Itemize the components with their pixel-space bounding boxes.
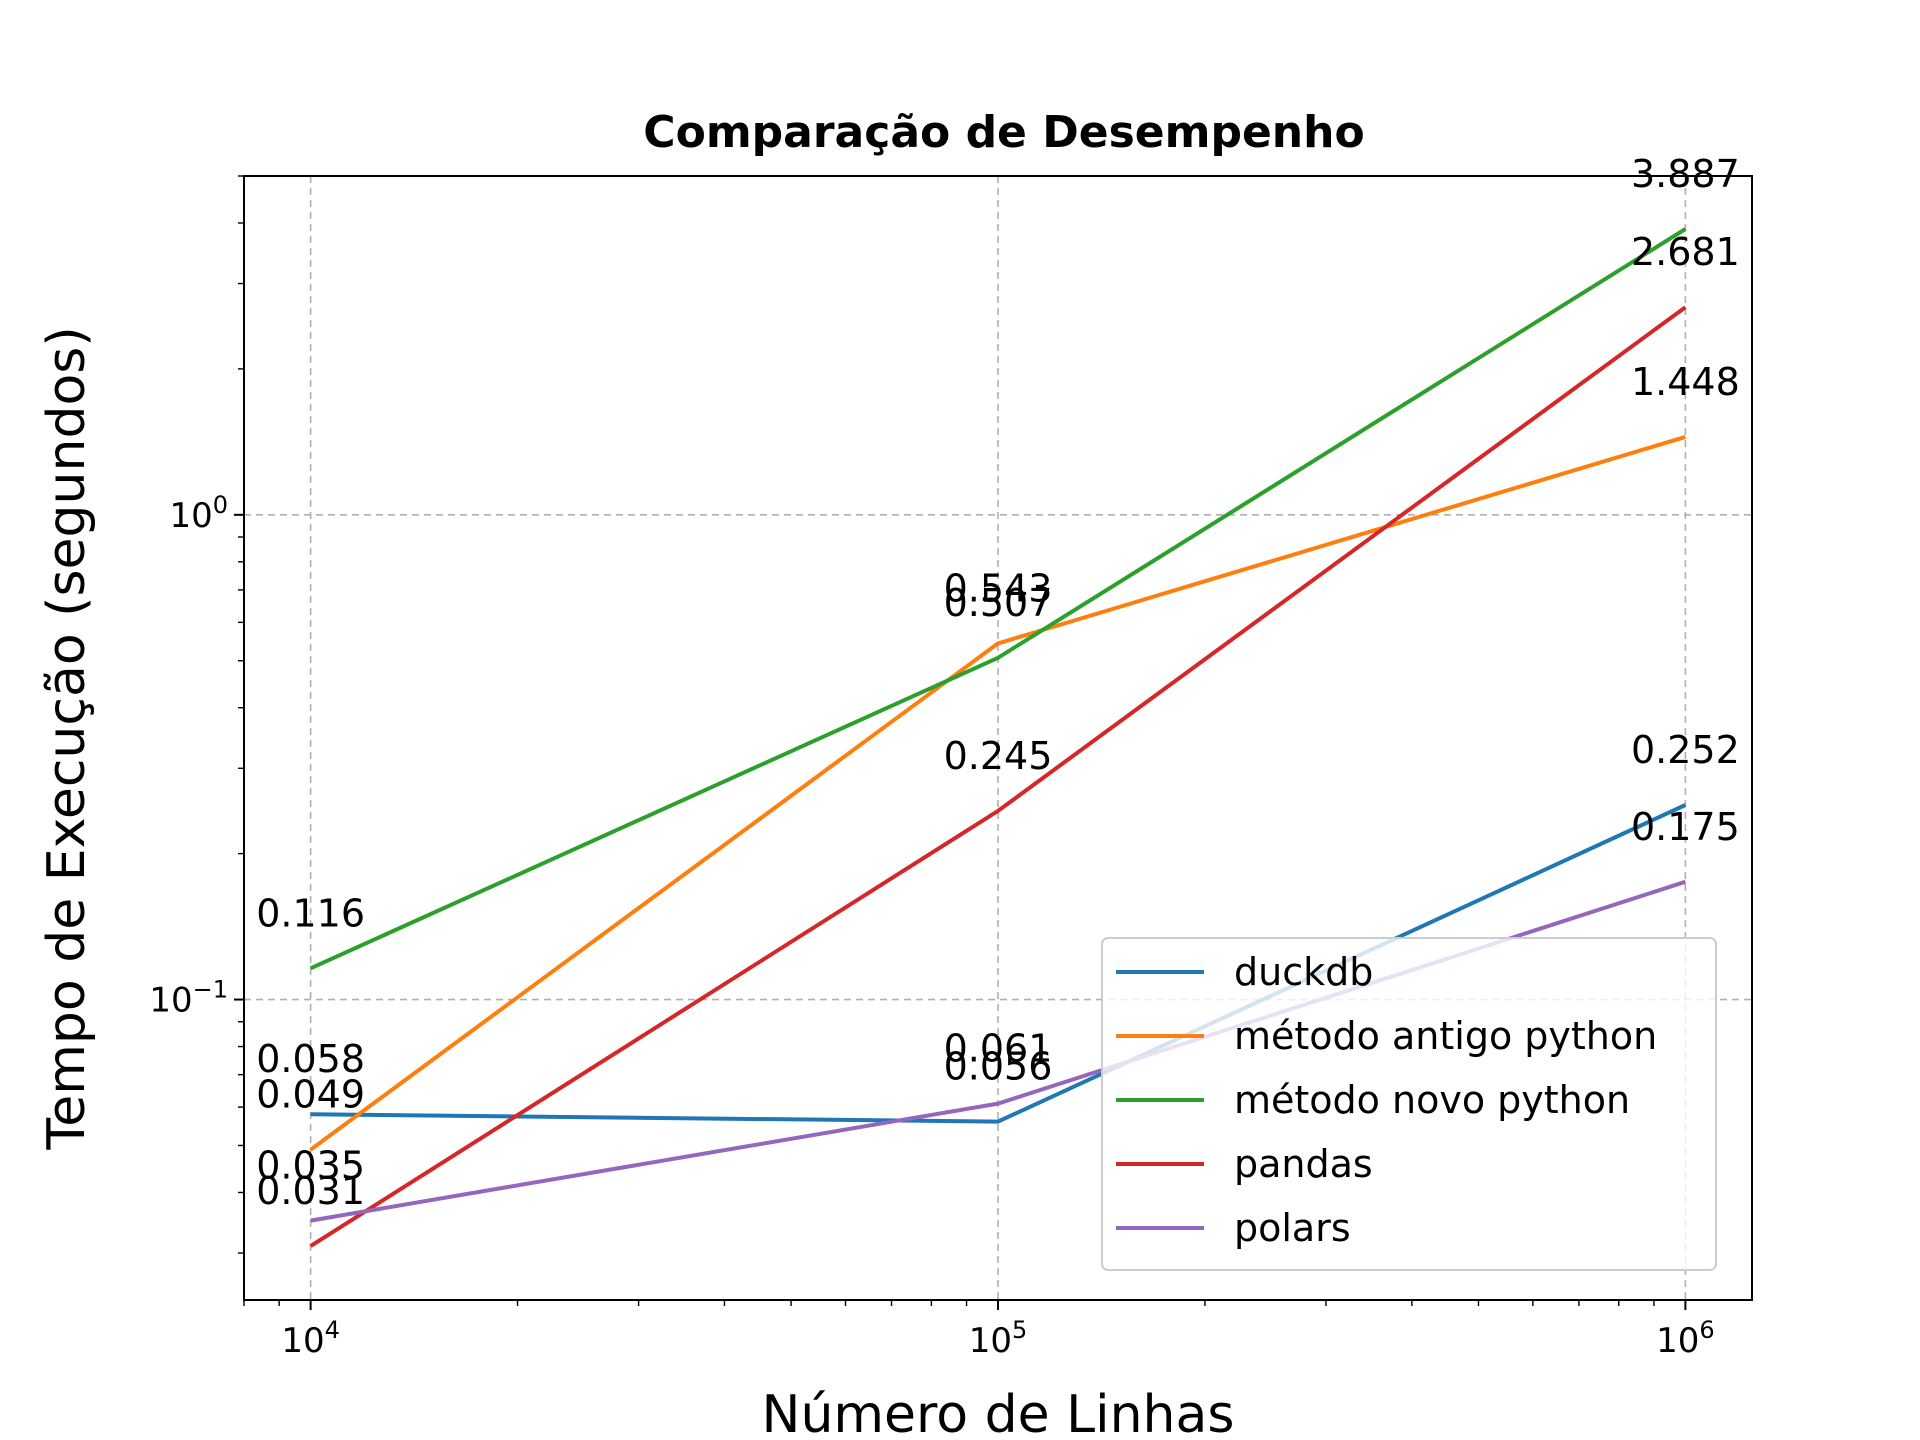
legend: duckdb método antigo python método novo py… (1101, 937, 1717, 1271)
y-tick-label: 10−1 (149, 976, 228, 1021)
legend-entry: duckdb (1234, 950, 1373, 994)
data-label: 0.116 (256, 891, 365, 935)
y-axis-label: Tempo de Execução (segundos) (37, 326, 97, 1150)
series-line-método-novo-python (309, 227, 1687, 971)
series-line-duckdb (310, 803, 1687, 1124)
data-label: 0.056 (944, 1045, 1053, 1089)
data-label: 0.031 (256, 1169, 365, 1213)
series-line-método-antigo-python (309, 434, 1686, 1152)
data-label: 0.061 (944, 1027, 1053, 1071)
x-tick-label: 104 (281, 1316, 340, 1361)
x-axis-ticks: 104 105 106 (243, 1300, 1715, 1361)
y-tick-label: 100 (169, 491, 228, 536)
data-label: 0.175 (1631, 805, 1740, 849)
data-label: 0.252 (1631, 728, 1740, 772)
legend-entry: polars (1234, 1206, 1351, 1250)
series-line-pandas (309, 305, 1687, 1248)
x-axis-label: Número de Linhas (762, 1385, 1235, 1440)
legend-entry: pandas (1234, 1142, 1373, 1186)
data-label: 3.887 (1631, 152, 1740, 196)
data-label: 0.543 (944, 566, 1053, 610)
data-label: 0.058 (256, 1037, 365, 1081)
legend-entry: método antigo python (1234, 1014, 1657, 1058)
legend-box (1101, 937, 1717, 1271)
data-label: 0.049 (256, 1073, 365, 1117)
data-label: 0.245 (944, 734, 1053, 778)
legend-entry: método novo python (1234, 1078, 1630, 1122)
chart-title: Comparação de Desempenho (643, 107, 1364, 158)
data-labels: 0.058 0.056 0.252 0.049 0.543 1.448 0.116 0.507… (256, 152, 1740, 1213)
data-label: 1.448 (1631, 360, 1740, 404)
data-label: 2.681 (1631, 230, 1740, 274)
x-tick-label: 105 (969, 1316, 1028, 1361)
x-tick-label: 106 (1656, 1316, 1715, 1361)
data-label: 0.035 (256, 1144, 365, 1188)
y-axis-ticks: 10−1 100 (149, 175, 244, 1254)
data-label: 0.507 (944, 581, 1053, 625)
